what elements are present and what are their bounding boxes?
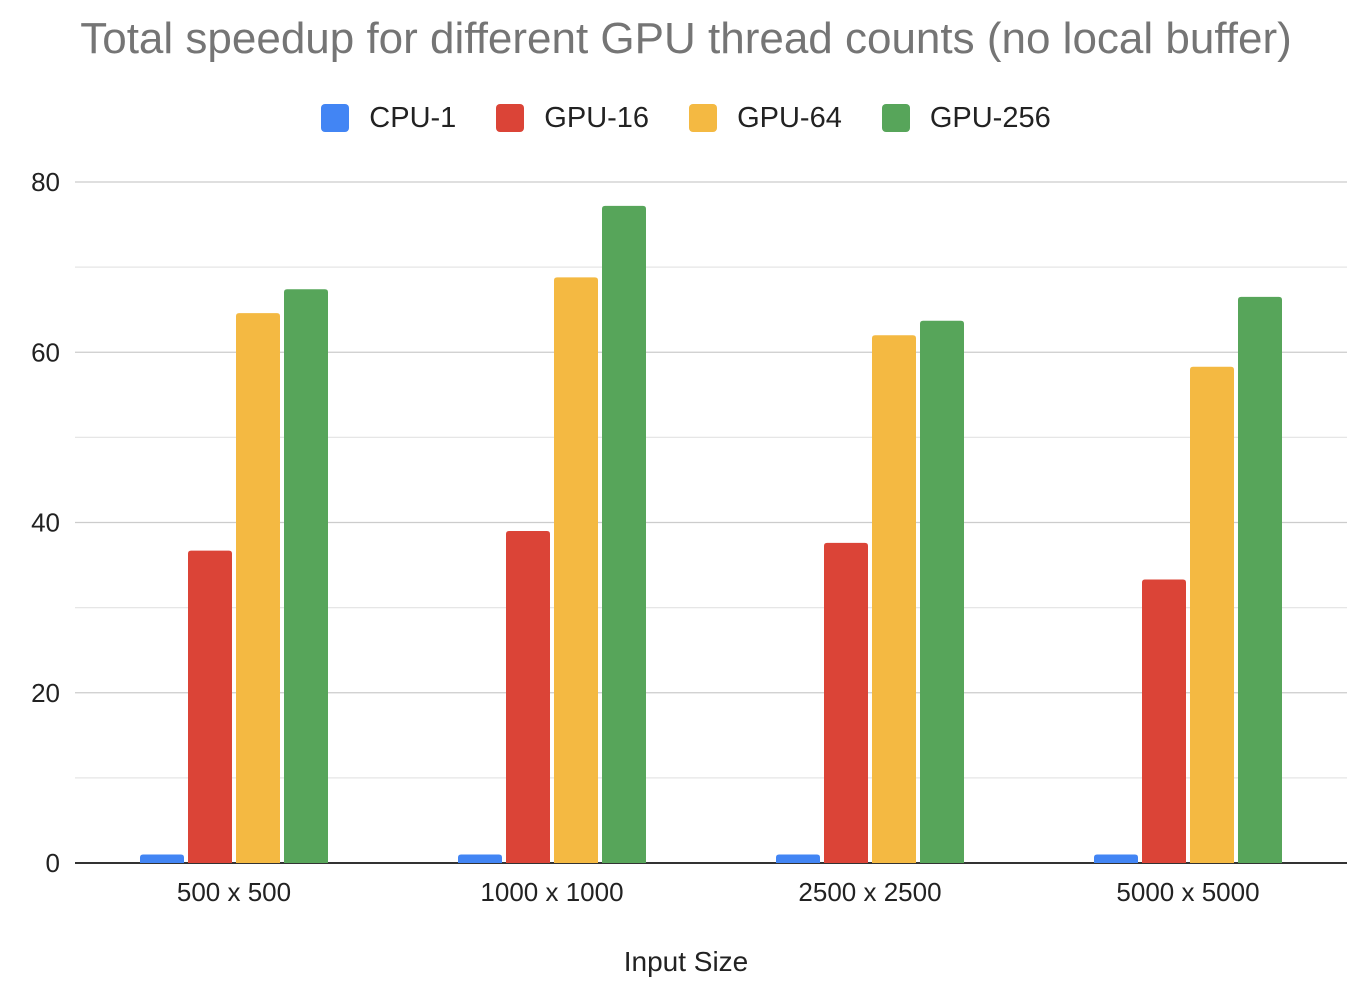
bar-gpu-256-2 — [602, 205, 646, 863]
y-tick-label: 20 — [31, 678, 60, 708]
legend-label: GPU-16 — [544, 101, 650, 134]
legend-swatch — [321, 104, 350, 132]
tick-labels: 0 20 40 60 80 500 x 500 1000 x 1000 2500 x 2500… — [31, 167, 1259, 907]
x-tick-label: 2500 x 2500 — [798, 877, 941, 907]
bar-cpu-1-4 — [1094, 854, 1138, 863]
bar-gpu-64-2 — [554, 277, 598, 864]
bar-gpu-256-4 — [1238, 296, 1282, 863]
legend-item-gpu-64: GPU-64 — [689, 102, 842, 135]
bar-gpu-16-4 — [1142, 579, 1186, 863]
bar-gpu-256-3 — [920, 320, 964, 863]
bar-gpu-16-1 — [188, 550, 232, 863]
y-tick-label: 80 — [31, 167, 60, 197]
chart-title: Total speedup for different GPU thread c… — [80, 14, 1292, 63]
y-tick-label: 0 — [46, 848, 60, 878]
y-tick-label: 60 — [31, 337, 60, 367]
y-tick-label: 40 — [31, 508, 60, 538]
legend-swatch — [689, 104, 718, 132]
bar-gpu-256-1 — [284, 289, 328, 863]
legend-item-cpu-1: CPU-1 — [321, 102, 456, 135]
bar-gpu-64-3 — [872, 335, 916, 864]
x-axis-label: Input Size — [623, 946, 749, 977]
bars — [140, 205, 1282, 864]
bar-gpu-64-4 — [1190, 366, 1234, 863]
bar-gpu-64-1 — [236, 313, 280, 863]
bar-gpu-16-2 — [506, 531, 550, 863]
bar-cpu-1-2 — [458, 854, 502, 863]
legend-swatch — [881, 104, 910, 132]
legend-label: GPU-256 — [929, 101, 1051, 134]
x-tick-label: 500 x 500 — [177, 877, 291, 907]
x-tick-label: 5000 x 5000 — [1116, 877, 1259, 907]
legend-item-gpu-16: GPU-16 — [496, 102, 649, 135]
bar-gpu-16-3 — [824, 542, 868, 863]
x-tick-label: 1000 x 1000 — [480, 877, 623, 907]
bar-cpu-1-3 — [776, 854, 820, 863]
bar-cpu-1-1 — [140, 854, 184, 863]
legend-label: CPU-1 — [369, 101, 457, 134]
legend-label: GPU-64 — [737, 101, 842, 134]
legend-swatch — [496, 104, 525, 132]
legend: CPU-1 GPU-16 GPU-64 GPU-256 — [0, 98, 1372, 138]
legend-item-gpu-256: GPU-256 — [881, 101, 1051, 135]
